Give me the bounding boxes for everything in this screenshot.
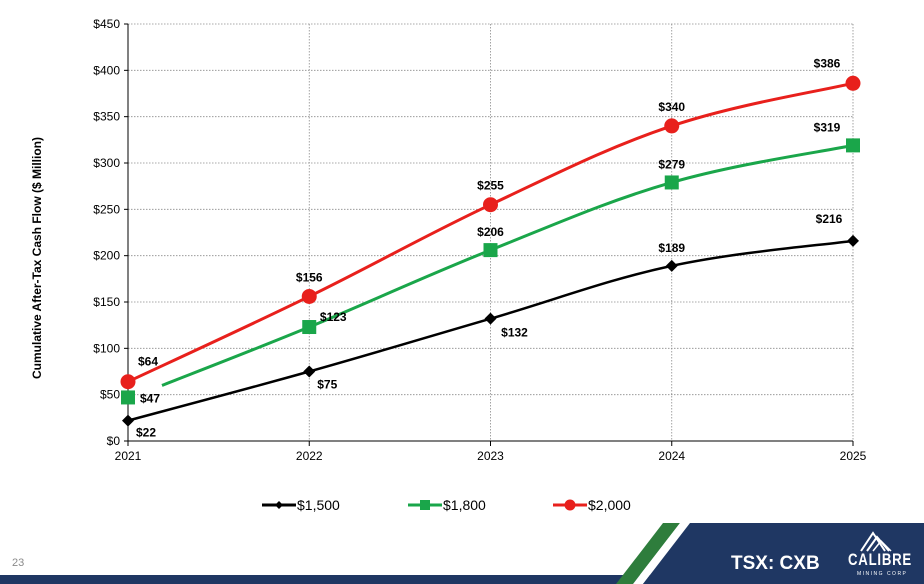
x-tick-label: 2024 [658,449,685,463]
y-axis-label: Cumulative After-Tax Cash Flow ($ Millio… [30,137,44,379]
series-markers [120,75,861,427]
data-label-2-3: $340 [658,100,685,114]
y-tick-label: $150 [93,295,120,309]
marker-0-0 [122,414,134,427]
footer: 23 TSX: CXB CALIBRE MINING CORP [0,523,924,584]
marker-2-2 [483,197,498,213]
x-tick-labels: 2021 2022 2023 2024 2025 [115,449,867,463]
slide-number: 23 [12,557,24,569]
mountain-logo-icon [860,531,892,552]
marker-2-4 [845,75,861,91]
axes [127,24,853,442]
x-tick-label: 2025 [840,449,867,463]
y-tick-label: $200 [93,249,120,263]
legend-marker-0 [275,501,283,509]
marker-0-4 [847,234,859,247]
data-label-2-0: $64 [138,355,158,369]
marker-1-2 [483,243,498,258]
legend-label-0: $1,500 [297,497,340,513]
y-tick-label: $50 [100,388,120,402]
legend-marker-1 [420,500,430,510]
marker-2-0 [120,374,136,390]
footer-brand-panel [643,523,924,584]
marker-0-2 [484,312,497,325]
data-label-1-2: $206 [477,225,504,239]
y-tick-label: $300 [93,156,120,170]
data-label-1-1: $123 [320,310,347,324]
data-label-0-2: $132 [501,326,528,340]
data-label-2-4: $386 [814,56,841,70]
data-label-0-0: $22 [136,426,156,440]
y-tick-label: $0 [107,434,121,448]
data-labels: $22 $75 $132 $189 $216 $47 $123 $206 $279 $319 $64… [136,56,843,439]
legend: $1,500 $1,800 $2,000 [262,497,631,513]
y-tick-label: $250 [93,202,120,216]
y-tick-labels: $0 $50 $100 $150 $200 $250 $300 $350 $400 $450 [93,17,120,448]
footer-bottom-bar [0,575,924,584]
y-tick-label: $400 [93,63,120,77]
legend-label-2: $2,000 [588,497,631,513]
legend-marker-2 [564,499,576,511]
marker-1-4 [846,138,860,153]
marker-0-3 [665,259,678,272]
x-tick-label: 2021 [115,449,142,463]
series-line-1 [161,143,854,387]
data-label-0-1: $75 [317,378,337,392]
marker-1-1 [302,320,317,335]
brand-name: CALIBRE [848,550,912,569]
data-label-2-1: $156 [296,270,323,284]
x-tick-label: 2023 [477,449,504,463]
gridlines [124,23,854,446]
marker-1-0 [121,390,135,405]
footer-white-gap [633,523,690,584]
data-label-2-2: $255 [477,179,504,193]
marker-2-3 [664,118,680,134]
ticker-symbol: TSX: CXB [731,553,820,574]
footer-green-stripe [616,523,680,584]
brand-subtitle: MINING CORP [857,571,907,577]
data-label-1-4: $319 [814,120,841,134]
marker-0-1 [303,365,316,378]
legend-label-1: $1,800 [443,497,486,513]
y-tick-label: $100 [93,341,120,355]
data-label-1-3: $279 [658,157,685,171]
marker-1-3 [664,175,679,190]
data-label-0-4: $216 [816,212,843,226]
y-tick-label: $450 [93,17,120,31]
marker-2-1 [301,288,317,304]
y-tick-label: $350 [93,110,120,124]
x-tick-label: 2022 [296,449,323,463]
data-label-1-0: $47 [140,391,160,405]
data-label-0-3: $189 [658,241,685,255]
